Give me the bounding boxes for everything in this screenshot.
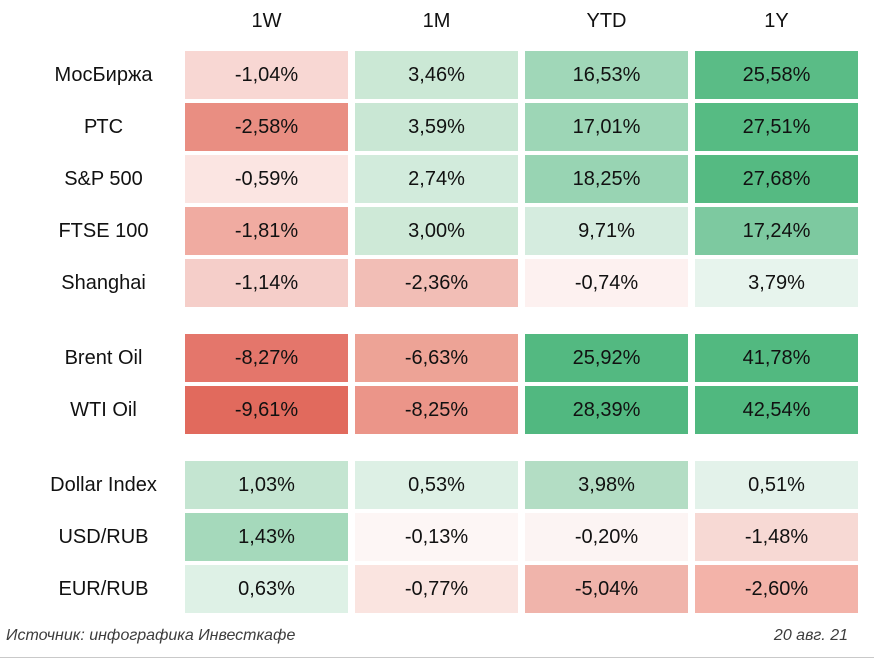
heatmap-cell-1m: -0,13% [355, 513, 518, 561]
column-header-1w: 1W [251, 9, 282, 32]
heatmap-cell-1y: 17,24% [695, 207, 858, 255]
heatmap-cell-1y: -2,60% [695, 565, 858, 613]
table-row: Brent Oil -8,27% -6,63% 25,92% 41,78% [0, 334, 874, 382]
heatmap-cell-ytd: 9,71% [525, 207, 688, 255]
row-label: S&P 500 [64, 167, 143, 190]
heatmap-cell-1m: 3,59% [355, 103, 518, 151]
heatmap-cell-ytd: -5,04% [525, 565, 688, 613]
heatmap-cell-ytd: -0,74% [525, 259, 688, 307]
table-row: EUR/RUB 0,63% -0,77% -5,04% -2,60% [0, 565, 874, 613]
footer: Источник: инфографика Инвесткафе 20 авг.… [0, 627, 874, 645]
heatmap-cell-1w: -0,59% [185, 155, 348, 203]
heatmap-cell-1w: 0,63% [185, 565, 348, 613]
heatmap-cell-ytd: -0,20% [525, 513, 688, 561]
source-caption: Источник: инфографика Инвесткафе [6, 627, 296, 644]
row-group-2: Brent Oil -8,27% -6,63% 25,92% 41,78% WTI Oil… [0, 334, 874, 434]
table-row: Shanghai -1,14% -2,36% -0,74% 3,79% [0, 259, 874, 307]
row-label: Brent Oil [64, 346, 143, 369]
row-label: EUR/RUB [58, 577, 149, 600]
heatmap-cell-1y: 41,78% [695, 334, 858, 382]
table-row: РТС -2,58% 3,59% 17,01% 27,51% [0, 103, 874, 151]
heatmap-cell-1w: -9,61% [185, 386, 348, 434]
row-group-1: МосБиржа -1,04% 3,46% 16,53% 25,58% РТС -2,58%… [0, 51, 874, 307]
table-row: WTI Oil -9,61% -8,25% 28,39% 42,54% [0, 386, 874, 434]
row-label: USD/RUB [58, 525, 149, 548]
heatmap-cell-1y: 25,58% [695, 51, 858, 99]
heatmap-cell-ytd: 28,39% [525, 386, 688, 434]
heatmap-cell-1m: -0,77% [355, 565, 518, 613]
heatmap-cell-1m: -6,63% [355, 334, 518, 382]
heatmap-cell-1y: -1,48% [695, 513, 858, 561]
heatmap-cell-1y: 27,68% [695, 155, 858, 203]
table-row: Dollar Index 1,03% 0,53% 3,98% 0,51% [0, 461, 874, 509]
heatmap-cell-1w: -8,27% [185, 334, 348, 382]
heatmap-body: МосБиржа -1,04% 3,46% 16,53% 25,58% РТС -2,58%… [0, 51, 874, 613]
heatmap-cell-ytd: 25,92% [525, 334, 688, 382]
heatmap-cell-1y: 42,54% [695, 386, 858, 434]
heatmap-cell-ytd: 16,53% [525, 51, 688, 99]
row-label: РТС [83, 115, 124, 138]
heatmap-cell-1w: 1,03% [185, 461, 348, 509]
heatmap-cell-1w: -1,14% [185, 259, 348, 307]
row-label: МосБиржа [54, 63, 153, 86]
heatmap-cell-1y: 3,79% [695, 259, 858, 307]
heatmap-cell-1y: 0,51% [695, 461, 858, 509]
column-header-1y: 1Y [764, 9, 789, 32]
heatmap-cell-1m: 3,46% [355, 51, 518, 99]
row-label: WTI Oil [70, 398, 137, 421]
heatmap-cell-1w: -1,04% [185, 51, 348, 99]
table-row: S&P 500 -0,59% 2,74% 18,25% 27,68% [0, 155, 874, 203]
heatmap-cell-ytd: 17,01% [525, 103, 688, 151]
column-header-ytd: YTD [586, 9, 627, 32]
heatmap-cell-1m: -8,25% [355, 386, 518, 434]
row-label: FTSE 100 [58, 219, 149, 242]
table-row: USD/RUB 1,43% -0,13% -0,20% -1,48% [0, 513, 874, 561]
heatmap-cell-1w: 1,43% [185, 513, 348, 561]
table-row: FTSE 100 -1,81% 3,00% 9,71% 17,24% [0, 207, 874, 255]
column-header-1m: 1M [422, 9, 451, 32]
heatmap-cell-ytd: 3,98% [525, 461, 688, 509]
row-label: Shanghai [61, 271, 146, 294]
heatmap-cell-1m: 0,53% [355, 461, 518, 509]
heatmap-cell-1m: 3,00% [355, 207, 518, 255]
heatmap-cell-1m: -2,36% [355, 259, 518, 307]
heatmap-cell-1y: 27,51% [695, 103, 858, 151]
heatmap-cell-1w: -2,58% [185, 103, 348, 151]
row-label: Dollar Index [50, 473, 157, 496]
column-headers: 1W 1M YTD 1Y [0, 0, 874, 51]
table-row: МосБиржа -1,04% 3,46% 16,53% 25,58% [0, 51, 874, 99]
heatmap-cell-1m: 2,74% [355, 155, 518, 203]
date-caption: 20 авг. 21 [773, 627, 848, 644]
heatmap-cell-ytd: 18,25% [525, 155, 688, 203]
heatmap-cell-1w: -1,81% [185, 207, 348, 255]
row-group-3: Dollar Index 1,03% 0,53% 3,98% 0,51% USD/RUB 1… [0, 461, 874, 613]
